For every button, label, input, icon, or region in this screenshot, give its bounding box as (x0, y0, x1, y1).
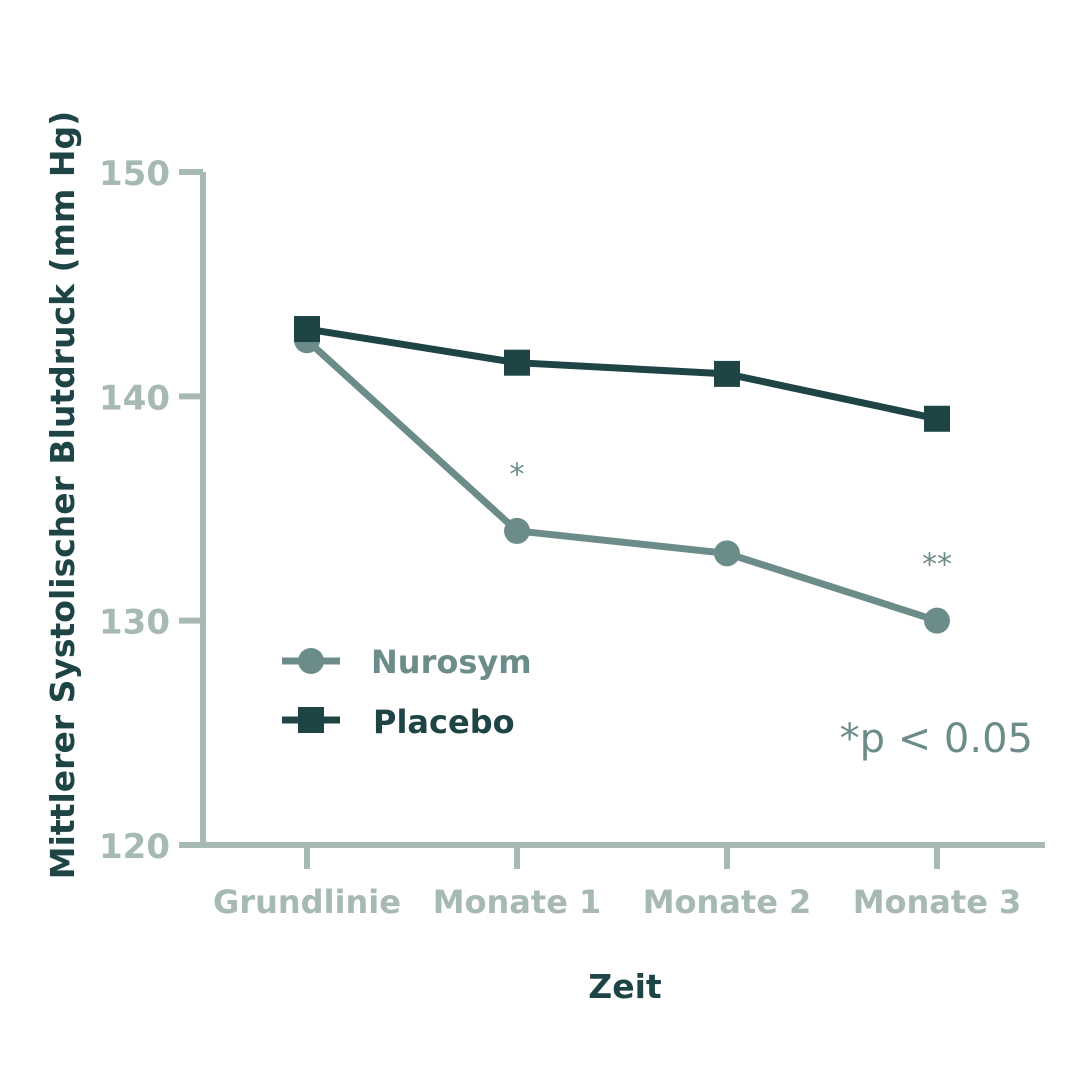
series-line (306, 325, 938, 423)
data-point (924, 607, 950, 634)
legend: Nurosym Placebo (282, 643, 532, 741)
y-tick-label: 140 (99, 378, 170, 418)
annotations: *** (510, 458, 953, 583)
data-point (294, 316, 320, 343)
x-tick-label: Monate 3 (853, 883, 1022, 921)
y-tick-label: 120 (99, 827, 170, 867)
x-axis-title: Zeit (588, 967, 662, 1006)
legend-nurosym-label: Nurosym (371, 643, 532, 681)
y-tick-label: 130 (99, 603, 170, 643)
axes: 120 130 140 150 Grundlinie Monate 1 Monate 2 Mo… (99, 154, 1045, 921)
significance-marker: * (510, 458, 525, 493)
data-point (924, 405, 950, 432)
legend-placebo-marker (298, 707, 324, 733)
y-axis-title: Mittlerer Systolischer Blutdruck (mm Hg) (43, 111, 82, 879)
data-point (504, 349, 530, 376)
significance-note: *p < 0.05 (840, 716, 1033, 762)
y-tick-label: 150 (99, 154, 170, 194)
series-nurosym (294, 327, 950, 634)
series-layer (294, 316, 950, 634)
series-placebo (294, 316, 950, 432)
significance-marker: ** (922, 547, 952, 582)
data-point (504, 517, 530, 544)
x-tick-label: Grundlinie (213, 883, 401, 921)
series-line (304, 337, 939, 624)
x-tick-label: Monate 2 (643, 883, 812, 921)
legend-placebo-label: Placebo (373, 703, 515, 741)
data-point (714, 540, 740, 567)
legend-nurosym-marker (298, 648, 324, 674)
data-point (714, 360, 740, 387)
x-tick-label: Monate 1 (433, 883, 602, 921)
